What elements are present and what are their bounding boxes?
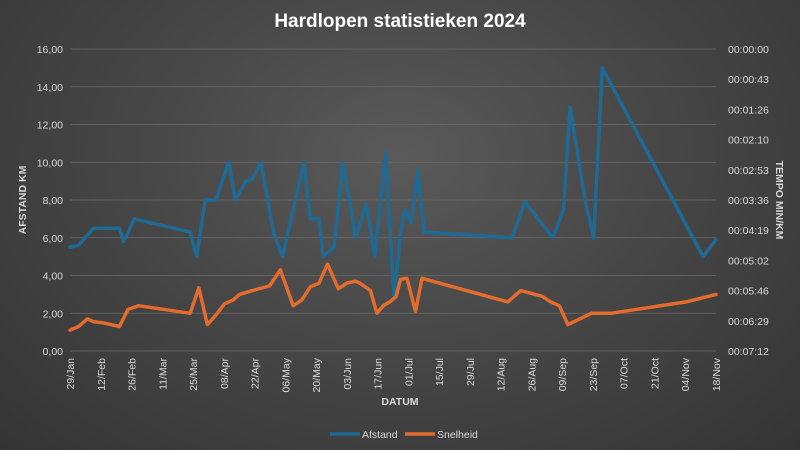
gridlines [70,48,716,352]
legend: Afstand Snelheid [330,429,478,441]
left-y-tick-label: 12,00 [37,120,63,132]
series-lines [68,66,718,332]
right-y-tick-label: 00:07:12 [728,346,769,358]
x-tick-label: 03/Jun [342,358,354,390]
left-y-tick-label: 16,00 [37,44,63,56]
series-line-afstand [68,66,718,300]
legend-label-snelheid: Snelheid [437,429,478,441]
left-y-tick-label: 14,00 [37,82,63,94]
right-y-tick-label: 00:04:19 [728,225,769,237]
right-y-axis-label: TEMPO MIN/KM [773,161,785,240]
left-y-axis-label: AFSTAND KM [17,165,29,234]
right-y-tick-label: 00:00:43 [728,74,769,86]
right-y-tick-label: 00:05:02 [728,255,769,267]
x-tick-label: 22/Apr [250,357,262,388]
right-y-tick-label: 00:01:26 [728,104,769,116]
x-tick-label: 09/Sep [557,358,569,391]
left-y-axis-ticks: 0,00 2,00 4,00 6,00 8,00 10,00 12,00 14,00 16,00 [37,44,63,358]
x-tick-label: 18/Nov [711,357,723,391]
x-axis-label: DATUM [381,396,418,408]
x-tick-label: 12/Aug [496,358,508,391]
x-tick-label: 29/Jan [65,358,77,390]
left-y-tick-label: 4,00 [43,271,64,283]
left-y-tick-label: 6,00 [43,233,64,245]
right-y-tick-label: 00:05:46 [728,286,769,298]
right-y-tick-label: 00:02:10 [728,135,769,147]
left-y-tick-label: 0,00 [43,346,64,358]
x-tick-label: 12/Feb [96,358,108,391]
x-axis-ticks: 29/Jan 12/Feb 26/Feb 11/Mar 25/Mar 08/Apr 22/A… [65,357,723,392]
x-tick-label: 25/Mar [188,358,200,391]
x-tick-label: 04/Nov [680,357,692,391]
x-tick-label: 26/Feb [127,358,139,391]
x-tick-label: 17/Jun [373,358,385,390]
x-tick-label: 21/Oct [649,358,661,389]
left-y-tick-label: 10,00 [37,157,63,169]
series-line-snelheid [68,262,718,332]
right-y-axis-ticks: 00:00:00 00:00:43 00:01:26 00:02:10 00:02:53… [728,44,769,358]
x-tick-label: 08/Apr [219,357,231,388]
x-tick-label: 23/Sep [588,358,600,391]
right-y-tick-label: 00:03:36 [728,195,769,207]
x-tick-label: 20/May [311,357,323,392]
x-tick-label: 29/Jul [465,358,477,386]
legend-label-afstand: Afstand [362,429,398,441]
left-y-tick-label: 2,00 [43,308,64,320]
left-y-tick-label: 8,00 [43,195,64,207]
right-y-tick-label: 00:00:00 [728,44,769,56]
x-tick-label: 11/Mar [157,358,169,390]
right-y-tick-label: 00:06:29 [728,316,769,328]
x-tick-label: 01/Jul [403,358,415,386]
chart-title: Hardlopen statistieken 2024 [274,11,526,32]
x-tick-label: 15/Jul [434,358,446,386]
x-tick-label: 26/Aug [526,358,538,391]
right-y-tick-label: 00:02:53 [728,165,769,177]
x-tick-label: 07/Oct [619,358,631,389]
x-tick-label: 06/May [280,357,292,392]
